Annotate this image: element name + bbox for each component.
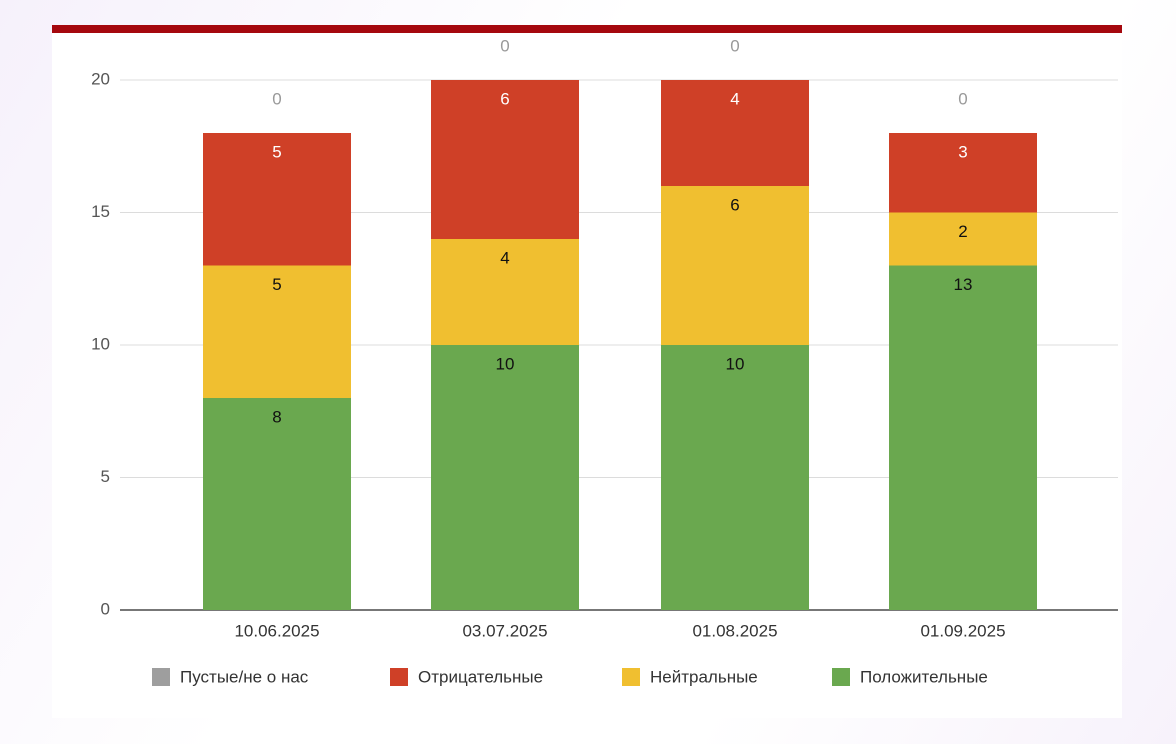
y-tick-label: 15 xyxy=(91,202,110,221)
bar-segment xyxy=(661,80,809,186)
bar-segment xyxy=(889,265,1037,610)
data-label: 2 xyxy=(958,222,967,241)
legend-label: Положительные xyxy=(860,667,988,686)
x-tick-label: 01.08.2025 xyxy=(692,621,777,640)
data-label: 6 xyxy=(730,195,739,214)
legend-label: Нейтральные xyxy=(650,667,758,686)
legend-swatch xyxy=(152,668,170,686)
data-label: 8 xyxy=(272,407,281,426)
legend-swatch xyxy=(832,668,850,686)
data-label: 10 xyxy=(496,354,515,373)
bar-segment xyxy=(889,133,1037,213)
legend-swatch xyxy=(622,668,640,686)
legend-label: Отрицательные xyxy=(418,667,543,686)
bar-segment xyxy=(431,239,579,345)
x-tick-label: 10.06.2025 xyxy=(234,621,319,640)
data-label: 0 xyxy=(500,36,509,55)
header-strip xyxy=(52,25,1122,33)
bar-segment xyxy=(431,80,579,239)
x-tick-label: 03.07.2025 xyxy=(462,621,547,640)
y-tick-label: 10 xyxy=(91,334,110,353)
y-tick-label: 5 xyxy=(101,467,110,486)
bar-segment xyxy=(661,186,809,345)
data-label: 5 xyxy=(272,275,281,294)
data-label: 4 xyxy=(500,248,509,267)
data-label: 0 xyxy=(730,36,739,55)
data-label: 0 xyxy=(958,89,967,108)
y-tick-label: 20 xyxy=(91,69,110,88)
bar-segment xyxy=(203,133,351,266)
bar-segment xyxy=(661,345,809,610)
data-label: 6 xyxy=(500,89,509,108)
data-label: 10 xyxy=(726,354,745,373)
legend-label: Пустые/не о нас xyxy=(180,667,309,686)
data-label: 13 xyxy=(954,275,973,294)
data-label: 0 xyxy=(272,89,281,108)
data-label: 3 xyxy=(958,142,967,161)
bar-segment xyxy=(203,398,351,610)
bar-segment xyxy=(889,212,1037,266)
y-tick-label: 0 xyxy=(101,599,110,618)
bar-segment xyxy=(431,345,579,610)
legend-swatch xyxy=(390,668,408,686)
data-label: 4 xyxy=(730,89,739,108)
x-tick-label: 01.09.2025 xyxy=(920,621,1005,640)
data-label: 5 xyxy=(272,142,281,161)
bar-segment xyxy=(203,265,351,398)
